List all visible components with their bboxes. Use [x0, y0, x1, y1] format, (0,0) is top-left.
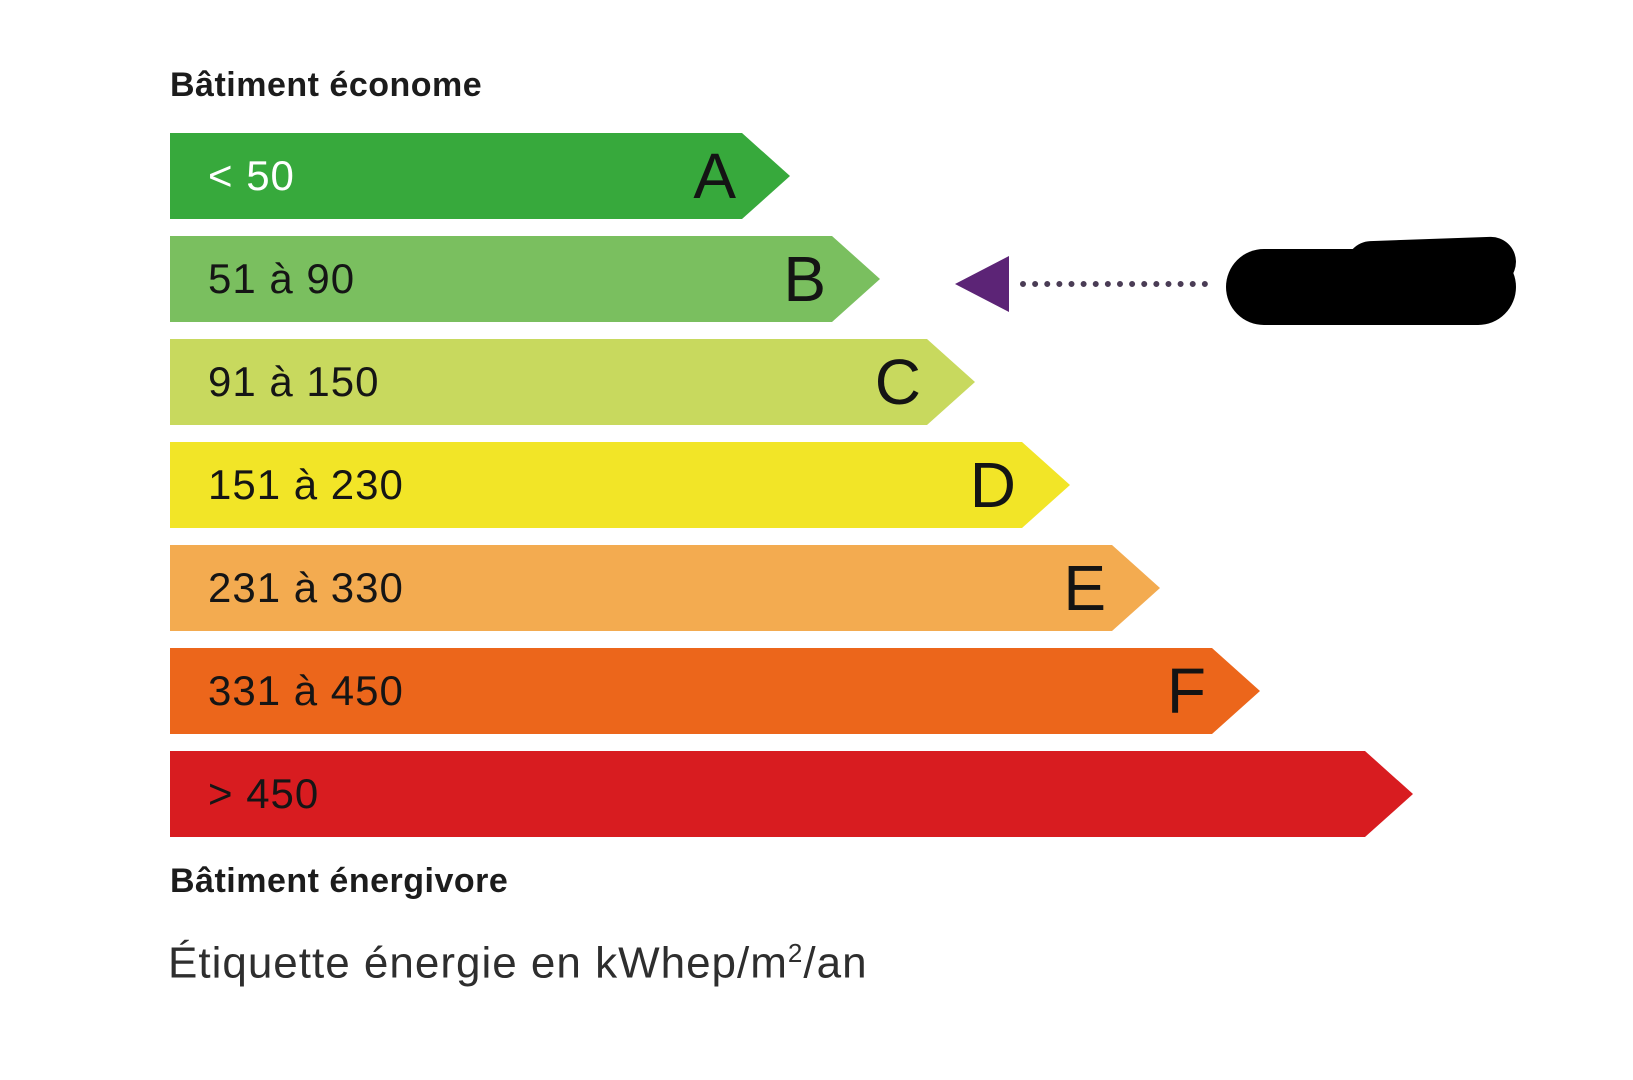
- energy-class-row: 51 à 90 B: [170, 236, 1413, 322]
- energy-class-bar: > 450: [170, 751, 1413, 837]
- caption-suffix: /an: [803, 938, 868, 988]
- energy-class-letter: A: [693, 140, 736, 212]
- energy-class-row: 91 à 150 C: [170, 339, 1413, 425]
- marker-dotted-line: [1020, 281, 1208, 287]
- energy-scale: < 50 A 51 à 90 B 91 à 150 C 151 à 230 D …: [170, 133, 1413, 854]
- energy-intensive-building-label: Bâtiment énergivore: [170, 862, 509, 900]
- economical-building-label: Bâtiment économe: [170, 66, 483, 104]
- energy-class-range-label: 331 à 450: [208, 667, 404, 714]
- caption-text: Étiquette énergie en kWhep/m: [168, 938, 788, 988]
- energy-class-row: 231 à 330 E: [170, 545, 1413, 631]
- energy-class-bar: 51 à 90 B: [170, 236, 880, 322]
- energy-class-range-label: 151 à 230: [208, 461, 404, 508]
- energy-class-row: 331 à 450 F: [170, 648, 1413, 734]
- energy-class-range-label: 231 à 330: [208, 564, 404, 611]
- energy-class-range-label: 91 à 150: [208, 358, 380, 405]
- energy-class-row: > 450: [170, 751, 1413, 837]
- energy-class-bar: < 50 A: [170, 133, 790, 219]
- energy-class-row: < 50 A: [170, 133, 1413, 219]
- energy-class-letter: C: [874, 346, 921, 418]
- redacted-value: [1226, 249, 1516, 325]
- energy-class-bar: 231 à 330 E: [170, 545, 1160, 631]
- energy-class-letter: B: [783, 243, 826, 315]
- energy-class-range-label: 51 à 90: [208, 255, 356, 302]
- energy-class-range-label: > 450: [208, 770, 320, 817]
- energy-class-letter: D: [969, 449, 1016, 521]
- energy-class-bar: 151 à 230 D: [170, 442, 1070, 528]
- energy-class-row: 151 à 230 D: [170, 442, 1413, 528]
- caption-superscript: 2: [787, 938, 804, 968]
- energy-class-bar: 331 à 450 F: [170, 648, 1260, 734]
- energy-class-letter: E: [1063, 552, 1106, 624]
- energy-class-range-label: < 50: [208, 152, 295, 199]
- energy-class-bar: 91 à 150 C: [170, 339, 975, 425]
- selected-class-arrow-icon: [955, 256, 1009, 312]
- energy-class-letter: F: [1166, 655, 1206, 727]
- energy-label-caption: Étiquette énergie en kWhep/m2/an: [168, 938, 868, 989]
